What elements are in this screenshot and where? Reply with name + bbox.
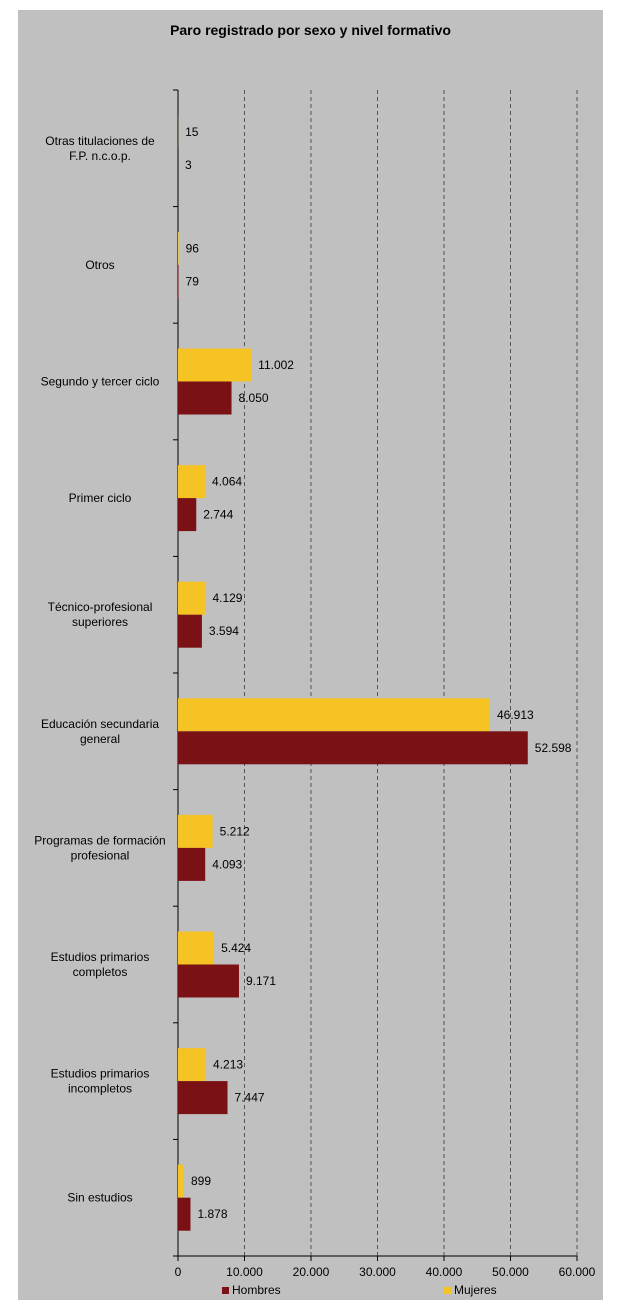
- legend-item-hombres: Hombres: [222, 1283, 281, 1297]
- bar-hombres: [178, 1081, 228, 1115]
- data-label-hombres: 1.878: [197, 1207, 227, 1221]
- chart-frame: Paro registrado por sexo y nivel formati…: [18, 10, 603, 1300]
- category-label-line: incompletos: [68, 1082, 132, 1096]
- data-label-hombres: 4.093: [212, 857, 242, 871]
- bar-mujeres: [178, 698, 490, 732]
- data-label-hombres: 9.171: [246, 974, 276, 988]
- category-label-line: completos: [73, 965, 128, 979]
- bar-hombres: [178, 1197, 191, 1231]
- bar-mujeres: [178, 231, 179, 265]
- category-label: Otros: [85, 258, 114, 272]
- category-label: Primer ciclo: [69, 491, 132, 505]
- bar-mujeres: [178, 1164, 184, 1198]
- data-label-mujeres: 4.129: [212, 591, 242, 605]
- data-label-mujeres: 46.913: [497, 708, 534, 722]
- data-label-mujeres: 5.212: [220, 824, 250, 838]
- bar-mujeres: [178, 465, 206, 499]
- chart-legend: Hombres Mujeres: [18, 1283, 603, 1299]
- category-label-line: Sin estudios: [67, 1191, 132, 1205]
- legend-swatch-mujeres: [444, 1286, 451, 1294]
- x-tick-label: 60.000: [559, 1265, 596, 1279]
- bar-mujeres: [178, 1048, 207, 1082]
- bar-hombres: [178, 847, 206, 881]
- x-tick-label: 40.000: [426, 1265, 463, 1279]
- bar-hombres: [178, 731, 528, 765]
- bar-hombres: [178, 614, 202, 648]
- legend-label-mujeres: Mujeres: [454, 1283, 497, 1297]
- data-label-hombres: 7.447: [235, 1091, 265, 1105]
- category-label: Segundo y tercer ciclo: [41, 375, 160, 389]
- category-label-line: Estudios primarios: [51, 1067, 150, 1081]
- category-label-line: Programas de formación: [34, 833, 165, 847]
- category-label-line: Estudios primarios: [51, 950, 150, 964]
- bar-mujeres: [178, 581, 206, 615]
- category-label: Educación secundaria general: [41, 717, 159, 746]
- category-label-line: Educación secundaria: [41, 717, 159, 731]
- category-label: Técnico-profesional superiores: [48, 600, 153, 629]
- bar-mujeres: [178, 814, 213, 848]
- category-label-line: Primer ciclo: [69, 491, 132, 505]
- chart-title: Paro registrado por sexo y nivel formati…: [170, 22, 451, 38]
- bar-hombres: [178, 264, 179, 298]
- data-label-mujeres: 11.002: [258, 358, 294, 372]
- data-label-mujeres: 15: [185, 125, 199, 139]
- category-label: Sin estudios: [67, 1191, 132, 1205]
- bar-chart: 0 10.000 20.000 30.000 40.000 50.000 60.000 15 3…: [34, 89, 596, 1279]
- category-label-line: Otros: [85, 258, 114, 272]
- data-label-hombres: 2.744: [203, 508, 233, 522]
- data-label-hombres: 79: [186, 274, 200, 288]
- category-label: Estudios primarios incompletos: [51, 1067, 150, 1096]
- legend-item-mujeres: Mujeres: [444, 1283, 497, 1297]
- bar-mujeres: [178, 931, 215, 965]
- data-label-hombres: 3.594: [209, 624, 239, 638]
- data-label-mujeres: 4.064: [212, 475, 242, 489]
- data-label-hombres: 8.050: [239, 391, 269, 405]
- category-label-line: Técnico-profesional: [48, 600, 153, 614]
- category-label-line: Otras titulaciones de: [45, 134, 155, 148]
- category-label-line: general: [80, 732, 120, 746]
- legend-swatch-hombres: [222, 1286, 229, 1294]
- category-label-line: Segundo y tercer ciclo: [41, 375, 160, 389]
- bar-hombres: [178, 498, 197, 532]
- data-label-mujeres: 4.213: [213, 1058, 243, 1072]
- category-label-line: profesional: [71, 848, 130, 862]
- x-tick-label: 10.000: [226, 1265, 263, 1279]
- category-label-line: superiores: [72, 615, 128, 629]
- x-tick-label: 20.000: [293, 1265, 330, 1279]
- category-label: Estudios primarios completos: [51, 950, 150, 979]
- category-label: Programas de formación profesional: [34, 833, 165, 862]
- data-label-mujeres: 899: [191, 1174, 211, 1188]
- legend-label-hombres: Hombres: [232, 1283, 281, 1297]
- bar-mujeres: [178, 348, 252, 382]
- data-label-mujeres: 5.424: [221, 941, 251, 955]
- bar-hombres: [178, 381, 232, 415]
- bar-hombres: [178, 964, 239, 998]
- data-label-hombres: 3: [185, 158, 192, 172]
- category-label-line: F.P. n.c.o.p.: [69, 149, 131, 163]
- data-label-hombres: 52.598: [535, 741, 572, 755]
- category-label: Otras titulaciones de F.P. n.c.o.p.: [45, 134, 155, 163]
- data-label-mujeres: 96: [186, 241, 200, 255]
- x-tick-label: 30.000: [359, 1265, 396, 1279]
- x-tick-label: 0: [175, 1265, 182, 1279]
- x-tick-label: 50.000: [492, 1265, 529, 1279]
